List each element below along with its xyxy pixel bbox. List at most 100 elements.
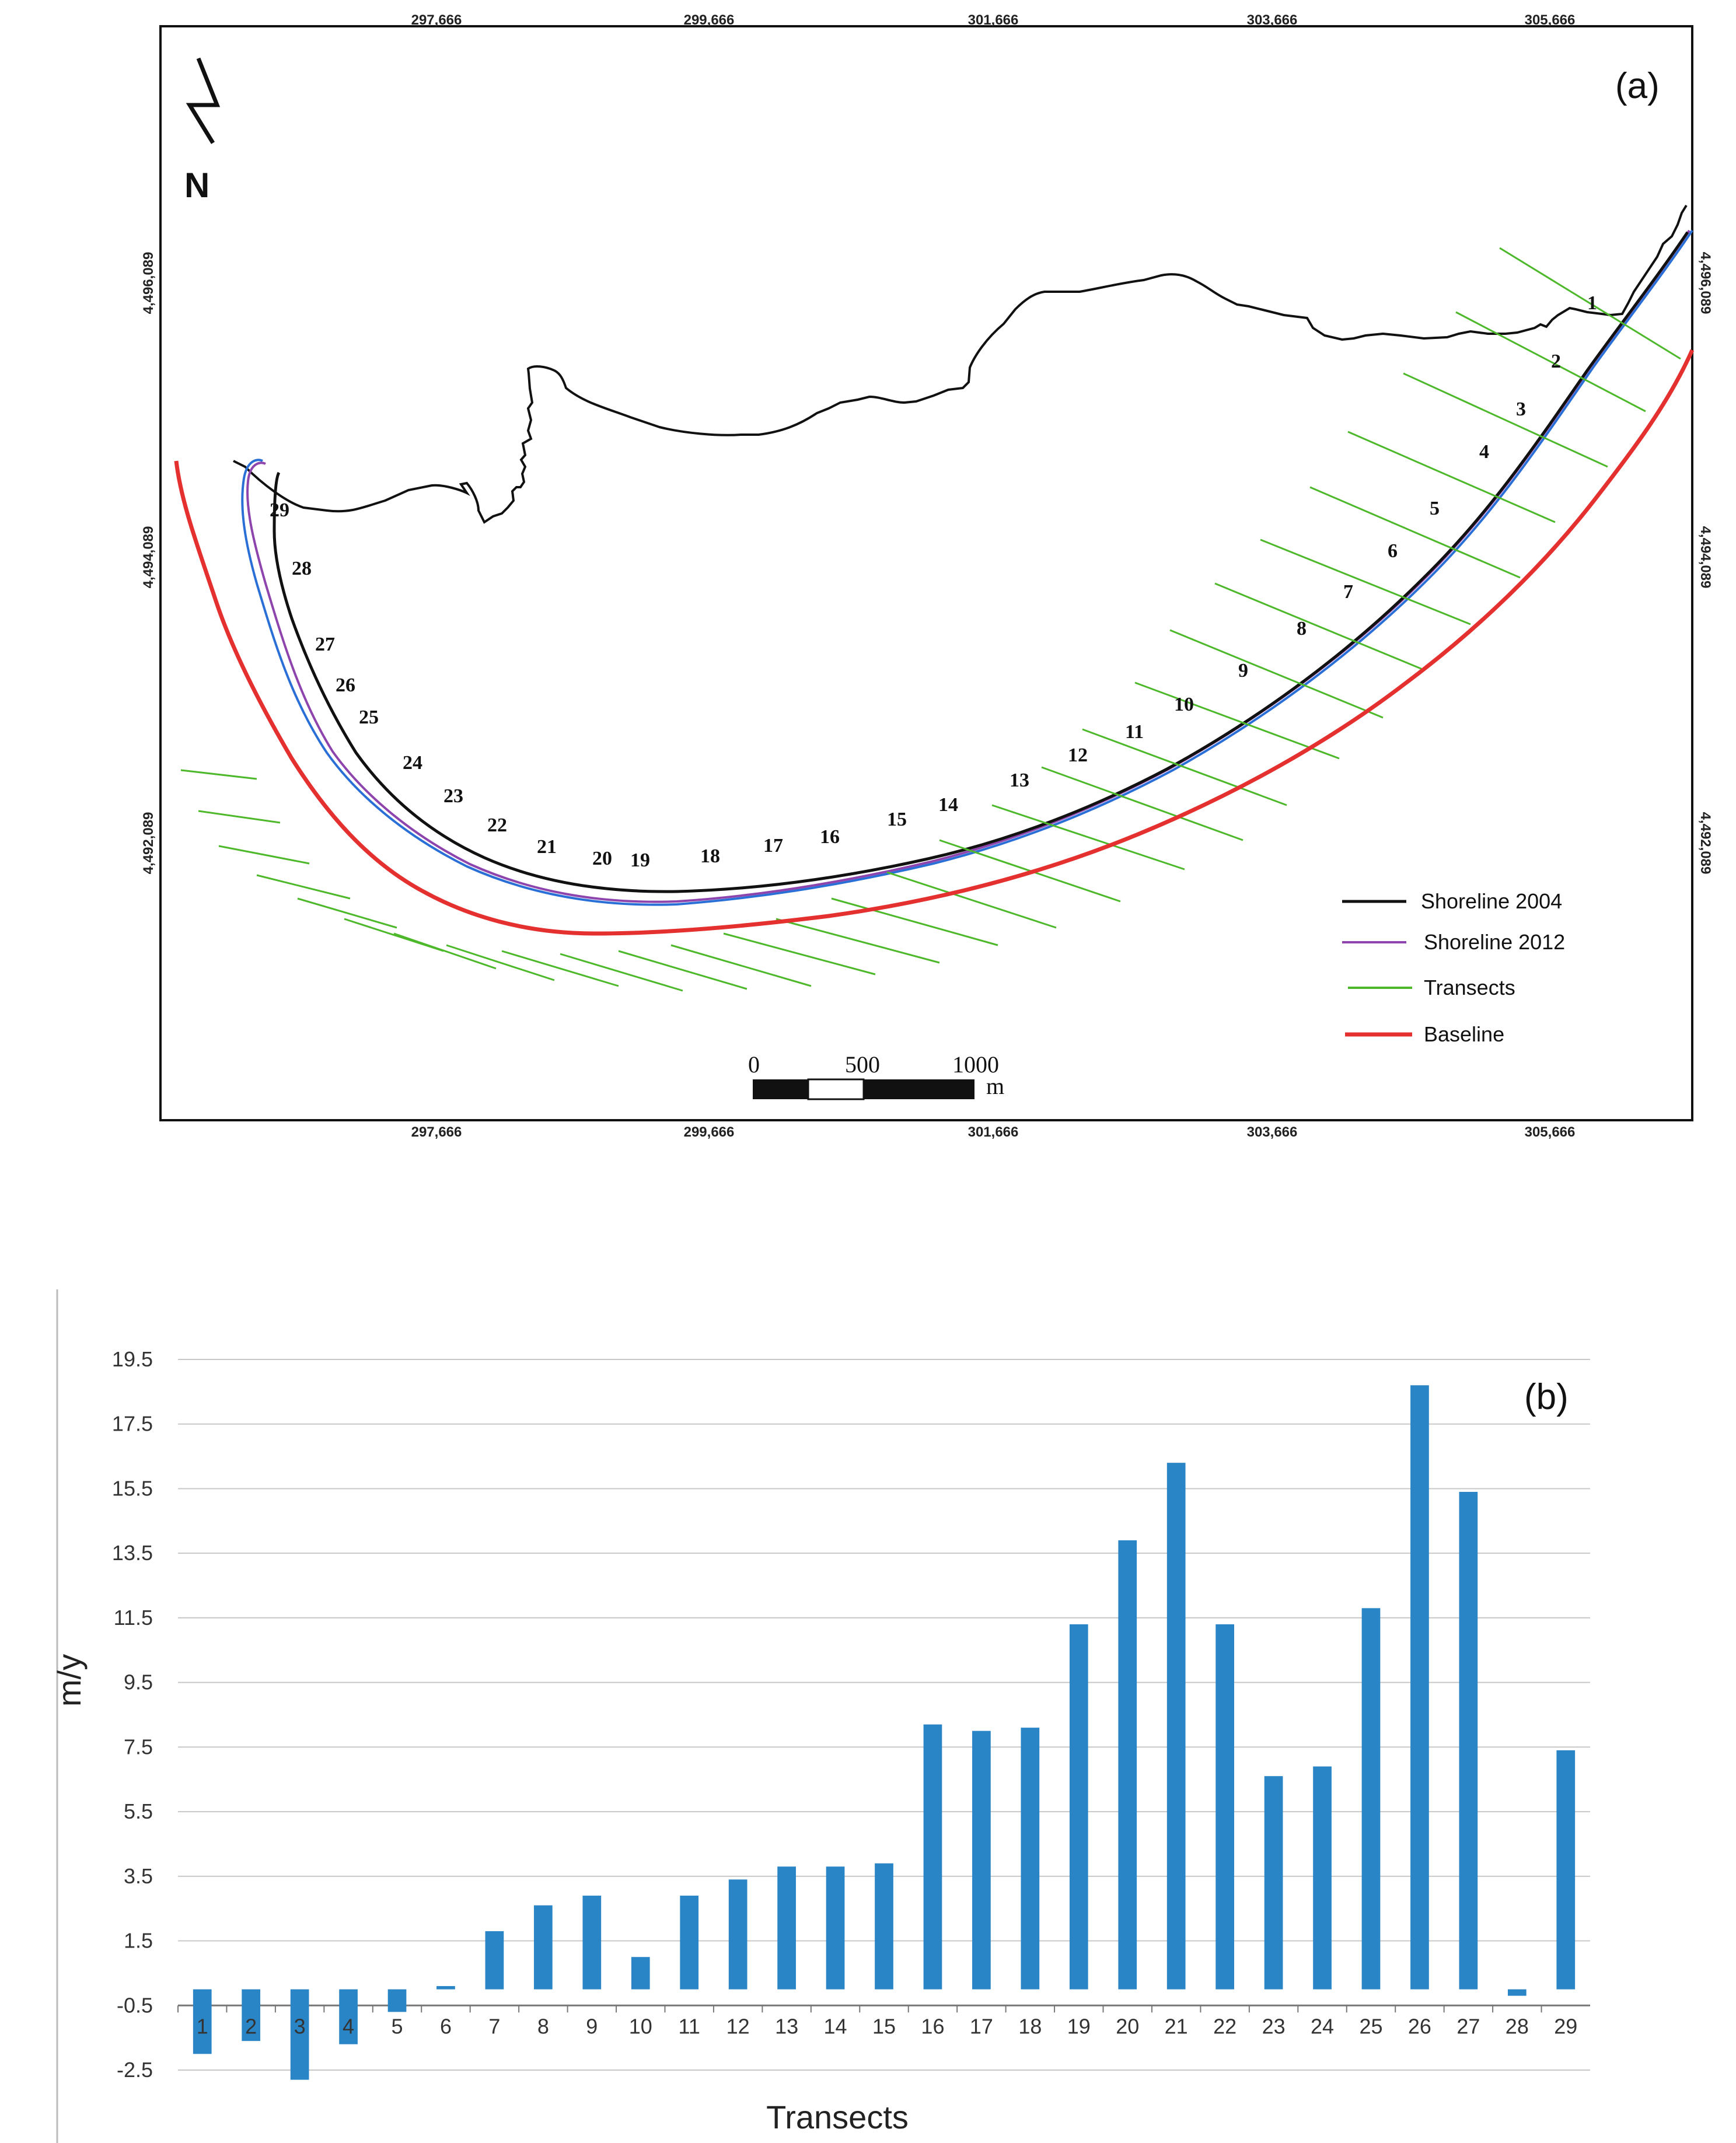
- transect-line: [344, 918, 444, 952]
- bar: [1313, 1766, 1332, 1990]
- transect-number: 28: [292, 558, 312, 579]
- transect-number: 13: [1010, 770, 1029, 791]
- x-tick-label: 14: [824, 2014, 847, 2038]
- x-tick-label: 3: [294, 2014, 306, 2038]
- baseline: [174, 349, 1695, 936]
- transect-line: [723, 932, 876, 976]
- legend-label: Transects: [1424, 976, 1515, 999]
- bar: [1507, 1989, 1527, 1996]
- x-coord: 305,666: [1525, 1124, 1576, 1140]
- bar: [193, 1989, 212, 2054]
- transect-line: [297, 897, 397, 929]
- y-tick-label: 17.5: [112, 1412, 153, 1436]
- legend: Shoreline 2004 Shoreline 2012 Transects …: [1342, 889, 1565, 1046]
- transect-line: [1134, 681, 1340, 760]
- x-tick-label: 12: [726, 2014, 750, 2038]
- x-tick-label: 19: [1067, 2014, 1091, 2038]
- chart-panel-label: (b): [1524, 1377, 1569, 1417]
- bar-chart: 19.5 17.5 15.5 13.5 11.5 9.5 7.5 5.5 3.5 1.5 -0.5 -…: [51, 1289, 1590, 2143]
- transect-line: [560, 953, 683, 992]
- y-axis-label: m/y: [51, 1654, 88, 1707]
- y-tick-label: 1.5: [124, 1929, 153, 1953]
- transect-line: [1309, 486, 1521, 579]
- map-panel: N (a) 297,666 299,666 301,666 303,666 30…: [141, 12, 1713, 1140]
- y-tick-label: -0.5: [117, 1993, 153, 2017]
- transect-line: [670, 944, 812, 987]
- scale-segment: [807, 1078, 865, 1100]
- x-tick-label: 29: [1554, 2014, 1577, 2038]
- y-tick-label: 15.5: [112, 1476, 153, 1500]
- x-tick-label: 1: [197, 2014, 208, 2038]
- scale-unit: m: [986, 1073, 1004, 1099]
- y-tick-label: 3.5: [124, 1864, 153, 1888]
- bar: [875, 1863, 893, 1990]
- transect-number: 4: [1479, 441, 1489, 463]
- bar: [1021, 1728, 1040, 1990]
- x-tick-label: 9: [586, 2014, 598, 2038]
- x-tick-label: 27: [1456, 2014, 1480, 2038]
- scale-bar: 0 500 1000 m: [748, 1051, 1004, 1100]
- transect-number: 2: [1551, 351, 1561, 372]
- y-coords-left: 4,496,089 4,494,089 4,492,089: [141, 252, 156, 875]
- x-tick-label: 4: [343, 2014, 354, 2038]
- north-label: N: [184, 166, 209, 205]
- transect-number: 1: [1587, 292, 1597, 314]
- x-tick-label: 16: [921, 2014, 944, 2038]
- transect-number: 24: [403, 752, 422, 774]
- transect-number: 17: [763, 835, 783, 856]
- x-coord: 301,666: [968, 12, 1019, 28]
- x-tick-label: 5: [392, 2014, 403, 2038]
- map-frame: [159, 25, 1693, 1121]
- transect-number: 9: [1238, 660, 1248, 681]
- transect-line: [991, 804, 1185, 871]
- y-tick-label: -2.5: [117, 2058, 153, 2082]
- x-tick-label: 11: [679, 2014, 700, 2038]
- bar: [436, 1986, 455, 1990]
- transect-line: [1455, 311, 1646, 412]
- x-coord: 299,666: [684, 1124, 735, 1140]
- north-arrow-icon: N: [184, 57, 221, 205]
- legend-label: Shoreline 2004: [1421, 889, 1562, 913]
- y-tick-label: 13.5: [112, 1541, 153, 1565]
- x-tick-label: 13: [775, 2014, 798, 2038]
- y-coord: 4,494,089: [1697, 526, 1713, 589]
- x-tick-label: 21: [1165, 2014, 1188, 2038]
- transect-line: [218, 845, 310, 865]
- scale-segment: [753, 1079, 808, 1099]
- bar: [582, 1896, 602, 1990]
- transect-line: [1499, 247, 1681, 360]
- transect-numbers: 1 2 3 4 5 6 7 8 9 10 11 12 13 14 15 16 1…: [270, 292, 1597, 871]
- transects: [180, 247, 1681, 992]
- transect-line: [886, 871, 1057, 929]
- bar: [1410, 1385, 1429, 1990]
- bar: [777, 1866, 796, 1990]
- transect-line: [831, 897, 998, 946]
- bar: [1166, 1463, 1186, 1990]
- transect-number: 19: [630, 849, 650, 871]
- y-coords-right: 4,496,089 4,494,089 4,492,089: [1697, 252, 1713, 875]
- x-tick-label: 22: [1213, 2014, 1236, 2038]
- x-tick-label: 20: [1116, 2014, 1139, 2038]
- y-tick-label: 9.5: [124, 1670, 153, 1694]
- transect-number: 23: [443, 785, 463, 807]
- y-coord: 4,494,089: [141, 526, 156, 589]
- x-coord: 303,666: [1247, 12, 1298, 28]
- bar: [339, 1989, 358, 2044]
- transect-number: 8: [1297, 618, 1307, 639]
- bar: [1459, 1491, 1478, 1990]
- x-tick-label: 23: [1262, 2014, 1286, 2038]
- y-coord: 4,496,089: [1697, 252, 1713, 314]
- bar: [826, 1866, 845, 1990]
- x-coords-top: 297,666 299,666 301,666 303,666 305,666: [411, 12, 1576, 28]
- transect-line: [180, 769, 257, 780]
- shoreline-blue: [241, 229, 1693, 906]
- x-coord: 301,666: [968, 1124, 1019, 1140]
- x-tick-label: 24: [1311, 2014, 1334, 2038]
- bar: [1264, 1776, 1283, 1990]
- bar: [485, 1931, 504, 1990]
- transect-number: 20: [592, 848, 612, 869]
- bar: [1361, 1608, 1381, 1990]
- y-tick-label: 5.5: [124, 1799, 153, 1823]
- y-tick-label: 11.5: [114, 1606, 153, 1630]
